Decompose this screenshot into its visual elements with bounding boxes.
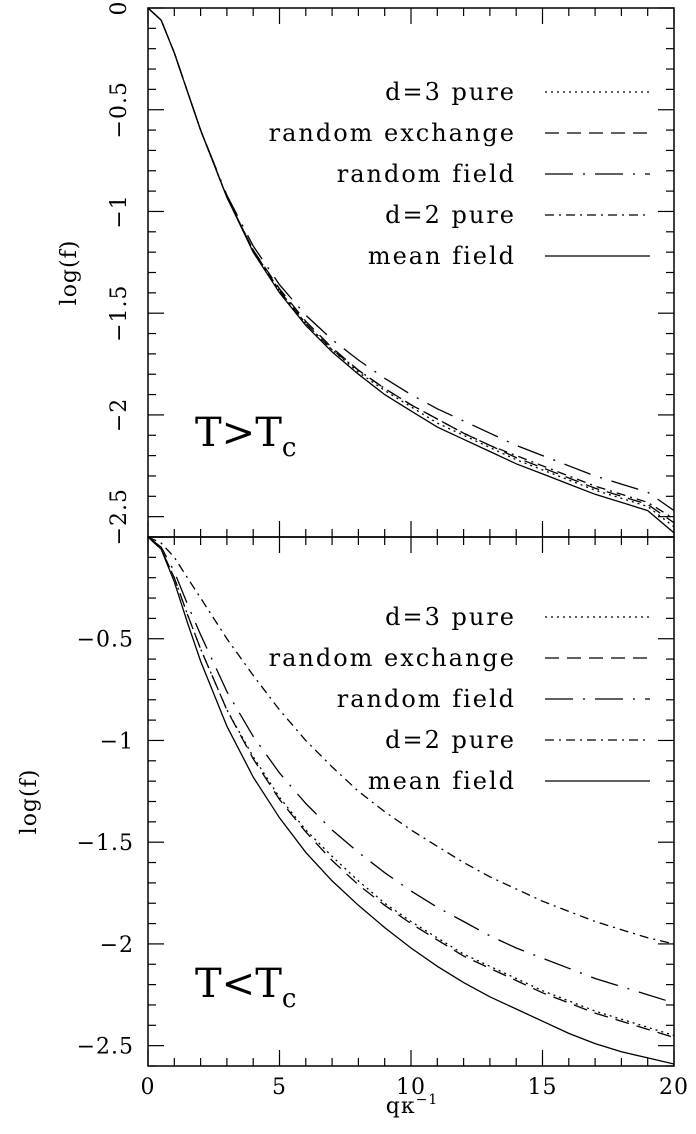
x-tick-label: 10: [396, 1075, 426, 1100]
x-tick-label: 5: [272, 1075, 287, 1100]
legend-label: mean field: [368, 767, 516, 795]
x-axis-title-main: qκ: [386, 1094, 416, 1119]
x-axis-title: qκ−1: [386, 1092, 438, 1119]
legend-label: d=3 pure: [385, 78, 516, 106]
y-tick-label: −1.5: [107, 284, 132, 341]
x-tick-label: 0: [141, 1075, 156, 1100]
y-tick-label: −2: [100, 933, 134, 958]
x-tick-label: 15: [528, 1075, 558, 1100]
series-line-random-exchange: [148, 537, 674, 1039]
legend-label: random field: [337, 160, 516, 188]
legend-label: d=2 pure: [385, 726, 516, 754]
legend-label: random field: [337, 685, 516, 713]
legend-label: d=3 pure: [385, 603, 516, 631]
legend-label: d=2 pure: [385, 201, 516, 229]
y-tick-label: −1: [100, 729, 134, 754]
series-line-mean-field: [148, 537, 674, 1065]
y-tick-label: 0: [107, 1, 132, 16]
y-axis-title: log(f): [17, 769, 42, 835]
legend-label: random exchange: [269, 119, 516, 147]
regime-label: T<Tc: [195, 961, 296, 1014]
series-line-mean-field: [148, 8, 674, 534]
legend-label: mean field: [368, 242, 516, 270]
y-tick-label: −2: [107, 398, 132, 432]
x-axis-tick-labels: 0 5 10 15 20: [141, 1075, 689, 1100]
top-panel: 0 −0.5 −1 −1.5 −2 −2.5 log(f) d=3 pure random ex…: [57, 1, 675, 545]
y-tick-label: −1.5: [77, 831, 134, 856]
x-axis-title-sup: −1: [416, 1092, 439, 1108]
regime-label: T>Tc: [195, 410, 296, 463]
series-line-d-3-pure: [148, 537, 674, 1037]
y-tick-label: −2.5: [107, 488, 132, 545]
y-axis-title: log(f): [57, 240, 82, 306]
series-line-d-2-pure: [148, 8, 674, 520]
y-tick-label: −0.5: [107, 81, 132, 138]
y-tick-label: −1: [107, 194, 132, 228]
y-tick-label: −0.5: [77, 628, 134, 653]
bottom-panel: −0.5 −1 −1.5 −2 −2.5 log(f) d=3 pure random exc…: [17, 536, 675, 1067]
legend-label: random exchange: [269, 644, 516, 672]
y-tick-label: −2.5: [77, 1035, 134, 1060]
series-line-random-field: [148, 537, 674, 1004]
x-tick-label: 20: [659, 1075, 689, 1100]
